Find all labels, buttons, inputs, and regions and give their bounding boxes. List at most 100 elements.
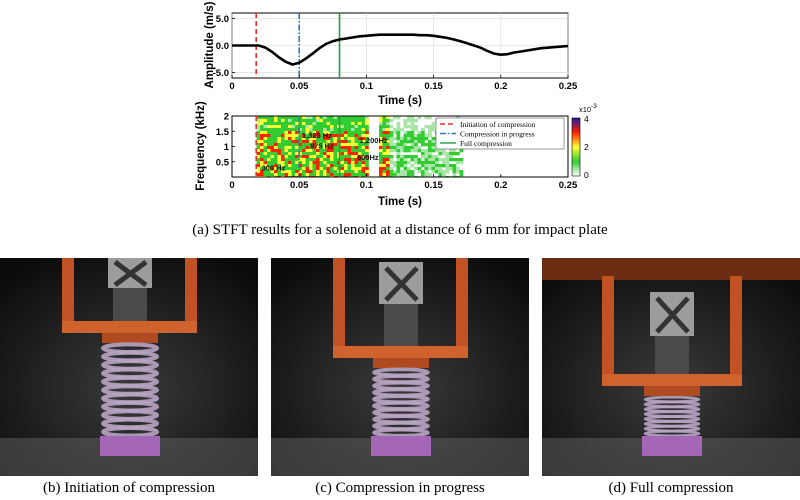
spectrogram-cell [354,161,359,165]
spectrogram-cell [452,152,457,156]
spectrogram-cell [424,170,429,174]
spectrogram-cell [340,167,345,171]
spectrogram-cell [358,176,362,177]
spectrogram-cell [330,116,334,120]
spectrogram-cell [361,122,366,126]
amplitude-xtick-label: 0.25 [559,81,578,92]
spectrogram-cell [344,149,348,153]
spectrogram-cell [267,155,271,159]
spectrogram-cell [270,143,275,147]
spectrogram-cell [344,164,348,168]
spectrogram-cell [452,173,457,177]
spectrogram-cell [319,125,324,129]
spectrogram-cell [298,161,303,165]
spectrogram-cell [393,170,397,174]
spectrogram-cell [421,155,425,159]
spectrogram-cell [319,143,324,147]
spectrogram-cell [414,125,418,129]
spectrogram-cell [421,128,425,132]
colorbar-gradient [571,117,581,177]
spectrogram-cell [263,152,268,156]
spectrogram-cell [263,173,268,177]
spectrogram-cell [417,146,422,150]
spectrogram-cell [281,152,285,156]
spectrogram-cell [351,149,355,153]
spectrogram-cell [424,161,429,165]
spectrogram-cell [347,134,352,138]
spectrogram-cell [393,128,397,132]
spectrogram-cell [319,155,324,159]
spectrogram-cell [312,158,317,162]
spectrogram-cell [358,134,362,138]
spectrogram-cell [389,170,394,174]
amplitude-ytick-label: -5.0 [213,68,229,79]
spectrogram-cell [291,176,296,177]
spectrogram-cell [351,146,355,150]
spectrogram-cell [295,164,299,168]
spectrogram-cell [361,116,366,120]
spectrogram-cell [382,131,387,135]
spectrogram-cell [263,122,268,126]
spectrogram-cell [316,149,320,153]
spectrogram-cell [274,119,278,123]
spectrogram-cell [340,158,345,162]
spectrogram-cell [256,143,261,147]
spectrogram-cell [389,176,394,177]
spectrogram-cell [288,173,292,177]
spectrogram-cell [298,122,303,126]
spectrogram-cell [305,167,310,171]
spectrogram-cell [319,140,324,144]
spectrogram-cell [270,125,275,129]
spectrogram-cell [421,140,425,144]
spectrogram-cell [295,167,299,171]
spectrogram-cell [298,134,303,138]
spectrogram-cell [302,161,306,165]
spectrogram-cell [445,161,450,165]
spectrogram-cell [358,116,362,120]
colorbar: 4 2 0 x10 -3 [571,103,597,180]
spectrogram-cell [274,128,278,132]
spectrogram-cell [340,137,345,141]
spectrogram-cell [333,125,338,129]
spectrogram-cell [295,116,299,120]
spectrogram-cell [424,158,429,162]
spectrogram-cell [330,158,334,162]
spectrogram-cell [260,152,264,156]
spectrogram-cell [305,176,310,177]
spectrogram-cell [326,170,331,174]
spectrogram-annotation: 600Hz [357,153,379,162]
spectrogram-cell [351,158,355,162]
spectrogram-cell [281,143,285,147]
spectrogram-cell [316,152,320,156]
spectrogram-cell [270,167,275,171]
spectrogram-cell [358,137,362,141]
spectrogram-cell [358,164,362,168]
spectrogram-cell [389,161,394,165]
spectrogram-cell [351,134,355,138]
spectrogram-cell [428,143,432,147]
spectrogram-cell [428,155,432,159]
spectrogram-xlabel: Time (s) [378,196,422,208]
spectrogram-cell [358,173,362,177]
spectrogram-cell [351,122,355,126]
spectrogram-cell [410,134,415,138]
spectrogram-cell [298,131,303,135]
spectrogram-cell [302,176,306,177]
spectrogram-cell [428,116,432,120]
spectrogram-cell [424,176,429,177]
spectrogram-cell [277,161,282,165]
spectrogram-cell [333,119,338,123]
spectrogram-cell [435,170,439,174]
spectrogram-cell [361,140,366,144]
spectrogram-cell [340,173,345,177]
spectrogram-cell [323,122,327,126]
solenoid-photo-full [542,258,800,476]
spectrogram-cell [267,152,271,156]
spectrogram-cell [403,143,408,147]
spectrogram-cell [256,140,261,144]
spectrogram-ytick-label: 1.5 [216,127,230,138]
spectrogram-cell [424,155,429,159]
spectrogram-cell [386,167,390,171]
spectrogram-cell [414,161,418,165]
spectrogram-cell [365,140,369,144]
